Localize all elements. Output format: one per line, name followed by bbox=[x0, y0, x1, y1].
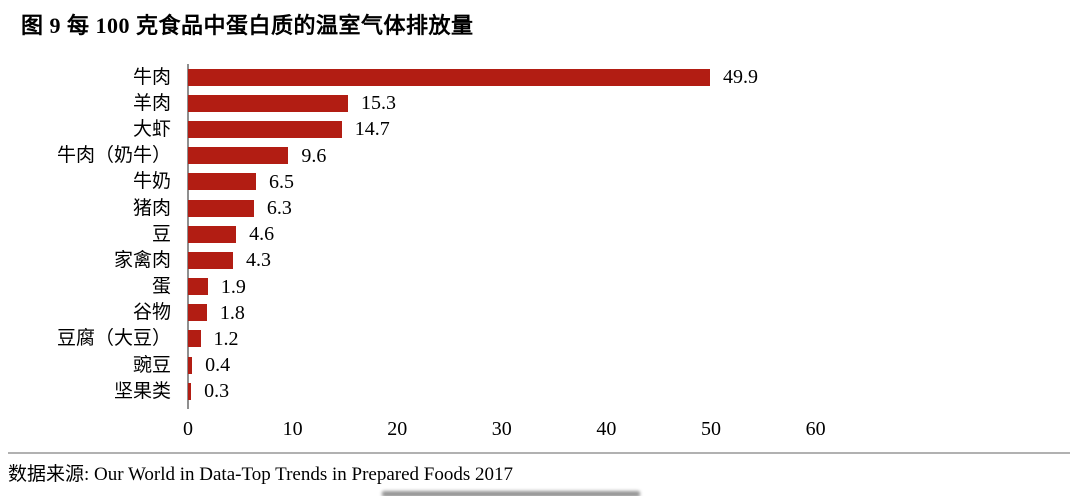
category-label: 坚果类 bbox=[113, 380, 171, 402]
bar bbox=[188, 120, 342, 138]
value-label: 6.5 bbox=[268, 170, 294, 193]
bar bbox=[188, 382, 192, 400]
bar bbox=[188, 147, 289, 165]
bar-row: 豆腐（大豆） 1.2 bbox=[0, 326, 1080, 352]
bar-row: 牛肉（奶牛） 9.6 bbox=[0, 143, 1080, 169]
bar-row: 豆 4.6 bbox=[0, 221, 1080, 247]
x-tick-label: 0 bbox=[183, 418, 193, 440]
category-label: 豆 bbox=[151, 223, 171, 245]
value-label: 1.8 bbox=[219, 301, 245, 324]
bar bbox=[188, 199, 254, 217]
bar-row: 牛奶 6.5 bbox=[0, 169, 1080, 195]
x-tick-label: 10 bbox=[282, 418, 303, 440]
x-axis-ticks: 0 10 20 30 40 50 60 bbox=[0, 419, 1080, 445]
value-label: 0.4 bbox=[205, 354, 231, 377]
category-label: 羊肉 bbox=[132, 92, 171, 114]
value-label: 1.2 bbox=[213, 327, 239, 350]
value-label: 1.9 bbox=[220, 275, 246, 298]
source-caption: 数据来源: Our World in Data-Top Trends in Pr… bbox=[8, 464, 514, 485]
bar bbox=[188, 173, 256, 191]
bar-row: 蛋 1.9 bbox=[0, 274, 1080, 300]
chart-title: 图 9 每 100 克食品中蛋白质的温室气体排放量 bbox=[21, 13, 474, 38]
value-label: 4.3 bbox=[245, 249, 271, 272]
bar-rows: 牛肉 49.9 羊肉 15.3 大虾 14.7 牛肉（奶牛） 9.6 牛奶 6.5 猪肉 6.3 豆 4.… bbox=[0, 64, 1080, 404]
bar bbox=[188, 251, 233, 269]
category-label: 牛肉（奶牛） bbox=[56, 145, 171, 167]
category-label: 谷物 bbox=[132, 302, 171, 324]
bar bbox=[188, 356, 193, 374]
bar bbox=[188, 330, 201, 348]
bar-row: 牛肉 49.9 bbox=[0, 64, 1080, 90]
value-label: 49.9 bbox=[722, 66, 758, 89]
category-label: 大虾 bbox=[132, 118, 171, 140]
bar bbox=[188, 225, 237, 243]
bar-row: 羊肉 15.3 bbox=[0, 90, 1080, 116]
bar bbox=[188, 68, 710, 86]
bar-row: 谷物 1.8 bbox=[0, 300, 1080, 326]
value-label: 14.7 bbox=[354, 118, 390, 141]
bar bbox=[188, 278, 208, 296]
value-label: 15.3 bbox=[361, 92, 397, 115]
bar-row: 猪肉 6.3 bbox=[0, 195, 1080, 221]
value-label: 4.6 bbox=[249, 223, 275, 246]
bar-chart: 牛肉 49.9 羊肉 15.3 大虾 14.7 牛肉（奶牛） 9.6 牛奶 6.5 猪肉 6.3 豆 4.… bbox=[0, 64, 1080, 454]
category-label: 蛋 bbox=[151, 276, 171, 298]
category-label: 牛奶 bbox=[132, 171, 171, 193]
value-label: 0.3 bbox=[204, 380, 230, 403]
bar bbox=[188, 304, 207, 322]
separator-line bbox=[8, 452, 1070, 454]
value-label: 9.6 bbox=[301, 144, 327, 167]
bar-row: 豌豆 0.4 bbox=[0, 352, 1080, 378]
bar-row: 坚果类 0.3 bbox=[0, 378, 1080, 404]
category-label: 家禽肉 bbox=[113, 249, 171, 271]
x-tick-label: 20 bbox=[387, 418, 408, 440]
category-label: 牛肉 bbox=[132, 66, 171, 88]
x-tick-label: 30 bbox=[491, 418, 512, 440]
x-tick-label: 40 bbox=[596, 418, 617, 440]
bar bbox=[188, 94, 349, 112]
bottom-smudge bbox=[382, 491, 640, 496]
x-tick-label: 60 bbox=[805, 418, 826, 440]
bar-row: 家禽肉 4.3 bbox=[0, 247, 1080, 273]
x-tick-label: 50 bbox=[701, 418, 721, 440]
value-label: 6.3 bbox=[266, 197, 292, 220]
category-label: 豌豆 bbox=[132, 354, 171, 376]
category-label: 豆腐（大豆） bbox=[56, 328, 171, 350]
bar-row: 大虾 14.7 bbox=[0, 116, 1080, 142]
category-label: 猪肉 bbox=[132, 197, 171, 219]
